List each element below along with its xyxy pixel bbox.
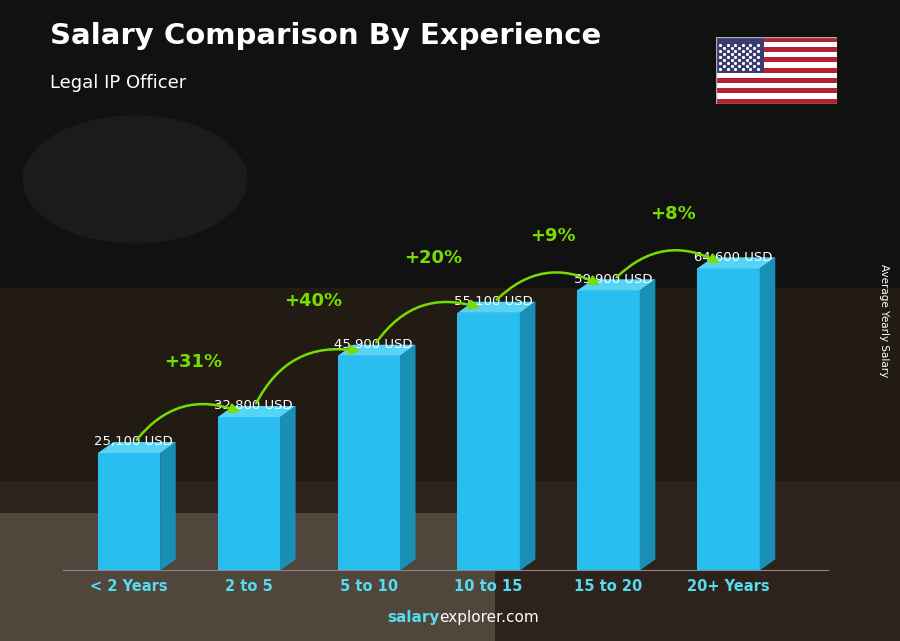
Polygon shape	[160, 442, 176, 570]
Bar	[716, 37, 764, 73]
Text: explorer.com: explorer.com	[439, 610, 539, 625]
Bar	[0, 288, 900, 481]
Bar	[0, 481, 900, 641]
Ellipse shape	[22, 115, 248, 244]
Bar	[716, 83, 837, 88]
Bar	[716, 47, 837, 52]
Bar	[716, 52, 837, 57]
Bar	[0, 0, 900, 288]
Bar	[716, 73, 837, 78]
Polygon shape	[578, 290, 640, 570]
Bar	[716, 99, 837, 104]
Text: 64,600 USD: 64,600 USD	[694, 251, 772, 263]
Polygon shape	[98, 453, 160, 570]
Polygon shape	[457, 302, 536, 313]
Text: Legal IP Officer: Legal IP Officer	[50, 74, 185, 92]
Text: 25,100 USD: 25,100 USD	[94, 435, 173, 448]
Polygon shape	[457, 313, 520, 570]
Text: 55,100 USD: 55,100 USD	[454, 295, 533, 308]
Bar	[716, 37, 837, 42]
Bar	[716, 94, 837, 99]
Polygon shape	[760, 257, 775, 570]
Polygon shape	[98, 442, 176, 453]
Polygon shape	[218, 406, 295, 417]
Bar	[716, 78, 837, 83]
Text: +40%: +40%	[284, 292, 343, 310]
Polygon shape	[338, 356, 400, 570]
Polygon shape	[578, 279, 655, 290]
Bar	[716, 62, 837, 67]
Text: Average Yearly Salary: Average Yearly Salary	[878, 264, 889, 377]
Text: +8%: +8%	[651, 204, 696, 223]
Polygon shape	[280, 406, 295, 570]
Polygon shape	[338, 345, 416, 356]
Polygon shape	[400, 345, 416, 570]
Bar	[0, 513, 495, 641]
Bar	[716, 57, 837, 62]
Text: +20%: +20%	[404, 249, 463, 267]
Text: 59,900 USD: 59,900 USD	[574, 272, 652, 286]
Polygon shape	[520, 302, 536, 570]
Text: salary: salary	[387, 610, 439, 625]
Polygon shape	[640, 279, 655, 570]
Text: +31%: +31%	[165, 353, 222, 371]
Polygon shape	[698, 257, 775, 269]
Text: 32,800 USD: 32,800 USD	[214, 399, 292, 412]
Polygon shape	[218, 417, 280, 570]
Bar	[716, 88, 837, 94]
Text: 45,900 USD: 45,900 USD	[334, 338, 413, 351]
Polygon shape	[698, 269, 760, 570]
Bar	[716, 67, 837, 73]
Text: Salary Comparison By Experience: Salary Comparison By Experience	[50, 22, 601, 51]
Text: +9%: +9%	[530, 227, 576, 245]
Bar	[716, 42, 837, 47]
